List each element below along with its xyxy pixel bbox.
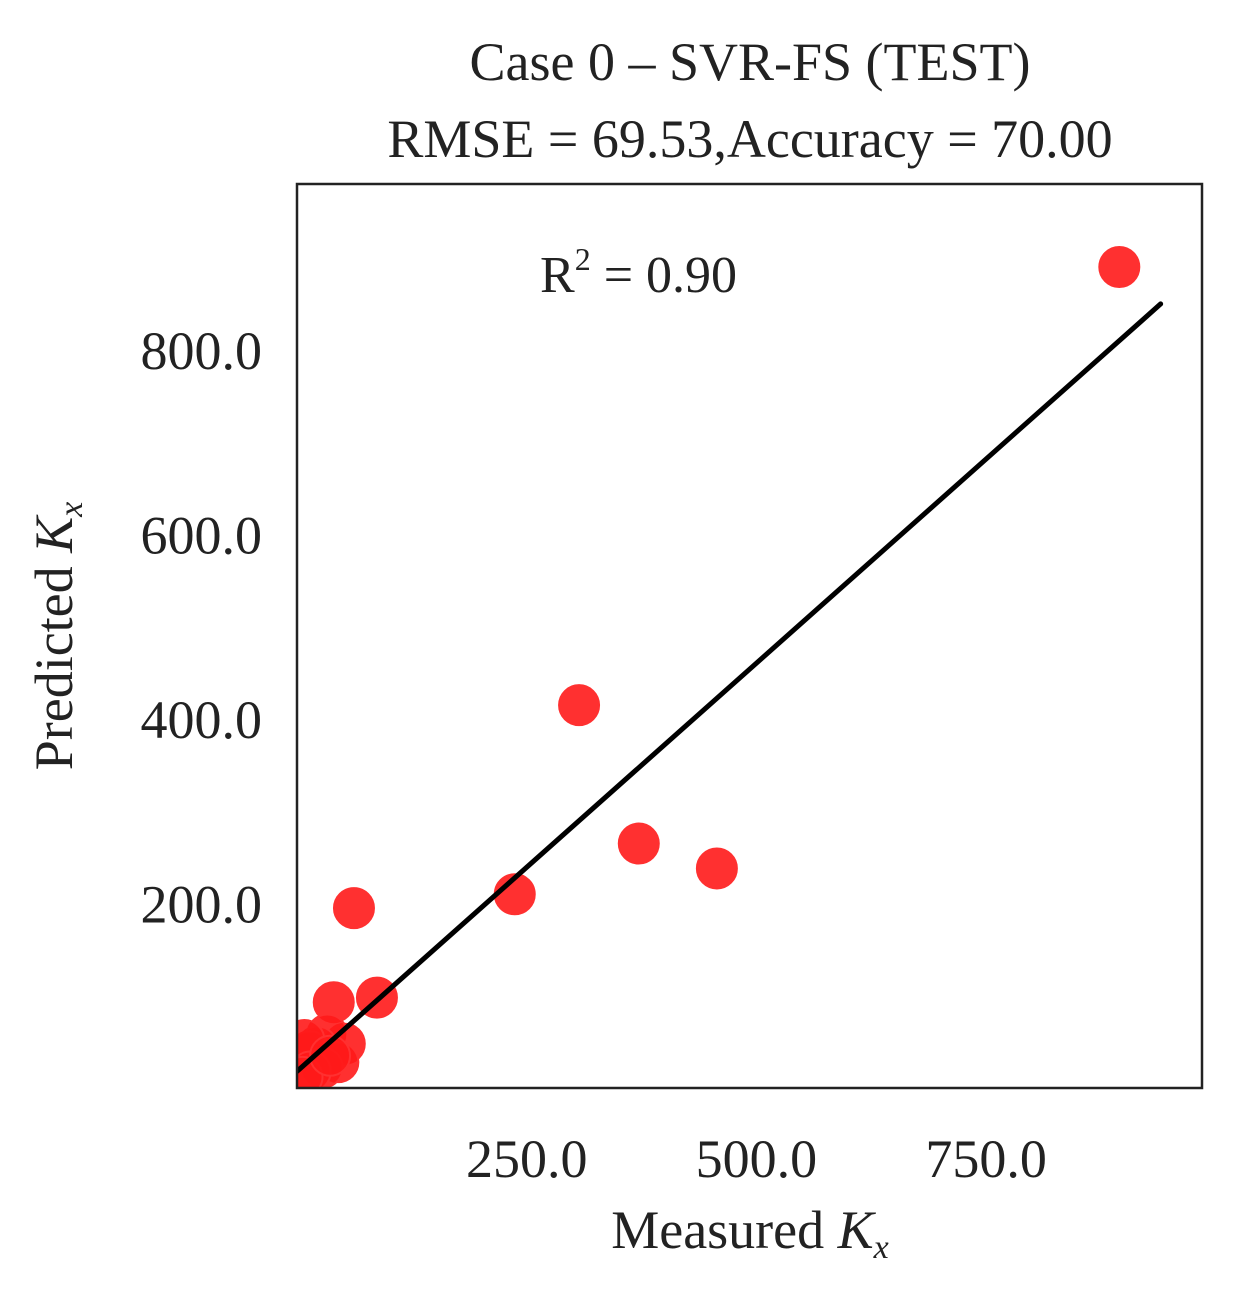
x-tick-labels: 250.0 500.0 750.0 <box>466 1129 1047 1189</box>
data-point <box>619 824 659 864</box>
fit-line <box>297 304 1161 1071</box>
data-point <box>559 685 599 725</box>
data-point <box>697 848 737 888</box>
r-squared-value: = 0.90 <box>591 247 737 304</box>
y-axis-label-subscript: x <box>53 502 90 518</box>
y-axis-label: Predicted Kx <box>24 502 90 771</box>
r-squared-symbol: R <box>540 247 575 304</box>
chart-title-line2: RMSE = 69.53,Accuracy = 70.00 <box>387 109 1112 169</box>
r-squared-annotation: R2 = 0.90 <box>540 241 737 304</box>
plot-area <box>283 247 1161 1097</box>
y-tick-label: 200.0 <box>141 875 263 935</box>
x-axis-label-text: Measured <box>611 1200 837 1260</box>
y-tick-label: 600.0 <box>141 506 263 566</box>
x-axis-label-symbol: K <box>837 1200 877 1260</box>
data-point <box>1099 247 1139 287</box>
x-tick-label: 500.0 <box>696 1129 818 1189</box>
y-tick-label: 800.0 <box>141 321 263 381</box>
y-axis-label-text: Predicted <box>24 553 84 770</box>
x-tick-label: 250.0 <box>466 1129 588 1189</box>
y-tick-label: 400.0 <box>141 690 263 750</box>
x-axis-label: Measured Kx <box>611 1200 889 1266</box>
y-tick-labels: 200.0 400.0 600.0 800.0 <box>141 321 263 934</box>
x-axis-label-subscript: x <box>873 1229 889 1266</box>
y-axis-label-symbol: K <box>24 514 84 554</box>
data-point <box>334 888 374 928</box>
x-tick-label: 750.0 <box>925 1129 1047 1189</box>
chart-title-line1: Case 0 – SVR-FS (TEST) <box>469 32 1030 92</box>
r-squared-superscript: 2 <box>575 241 591 277</box>
